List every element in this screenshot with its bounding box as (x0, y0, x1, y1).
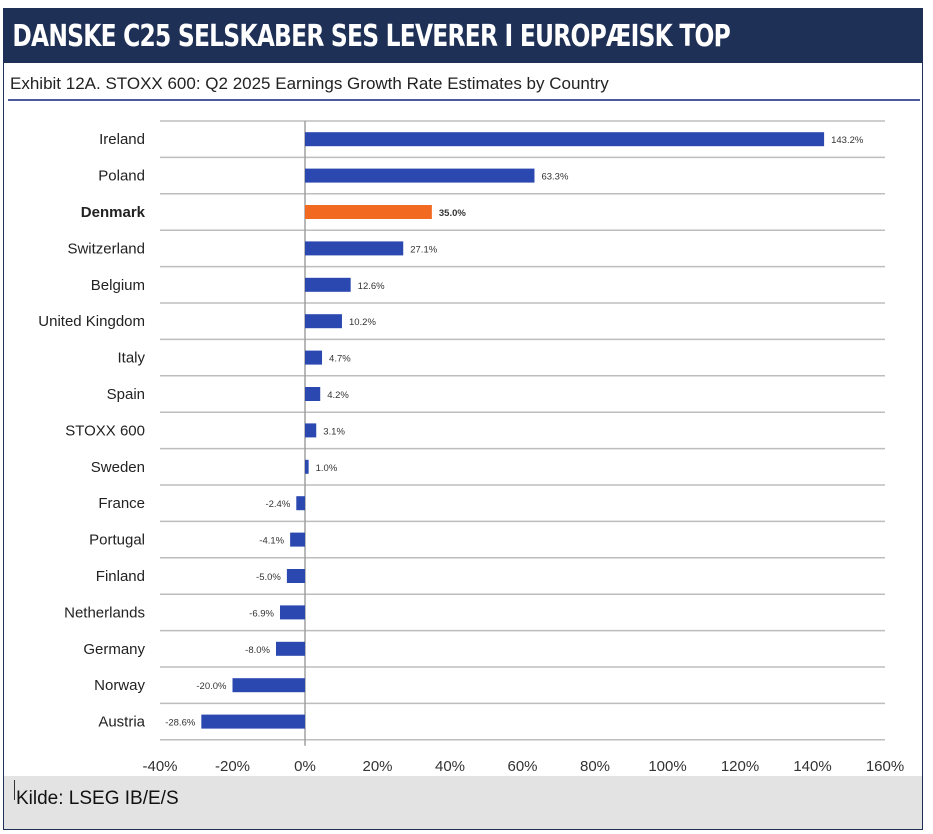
data-label: 10.2% (349, 317, 376, 328)
data-label: 63.3% (541, 172, 568, 183)
bar (305, 314, 342, 329)
bar (201, 714, 305, 729)
category-label: Spain (107, 386, 145, 403)
x-tick-label: 100% (648, 758, 686, 775)
x-tick-label: 60% (507, 758, 537, 775)
bar (305, 168, 535, 183)
chart-title: Exhibit 12A. STOXX 600: Q2 2025 Earnings… (10, 74, 609, 93)
bar (279, 605, 305, 620)
data-label: 1.0% (316, 463, 338, 474)
category-label: Ireland (99, 131, 145, 148)
category-label: United Kingdom (38, 313, 145, 330)
category-label: STOXX 600 (65, 422, 145, 439)
category-label: Finland (96, 568, 145, 585)
bar (290, 532, 305, 547)
footer: Kilde: LSEG IB/E/S (4, 776, 922, 829)
bar (232, 678, 305, 693)
data-label: -5.0% (256, 572, 281, 583)
data-label: -8.0% (245, 645, 270, 656)
title-underline (8, 99, 920, 101)
bar (305, 423, 317, 438)
category-label: Denmark (81, 204, 146, 221)
data-label: -28.6% (165, 718, 196, 729)
bar (276, 641, 305, 656)
bar (305, 132, 825, 147)
x-tick-label: -20% (215, 758, 250, 775)
data-label: 4.7% (329, 354, 351, 365)
page-title: DANSKE C25 SELSKABER SES LEVERER I EUROP… (12, 19, 730, 54)
category-label: Germany (83, 641, 145, 658)
category-label: Netherlands (64, 604, 145, 621)
data-label: -20.0% (196, 681, 227, 692)
data-label: 3.1% (323, 426, 345, 437)
x-tick-label: 40% (435, 758, 465, 775)
data-label: 4.2% (327, 390, 349, 401)
header-banner: DANSKE C25 SELSKABER SES LEVERER I EUROP… (3, 8, 923, 63)
category-label: Italy (117, 350, 145, 367)
bar (305, 459, 309, 474)
data-label: -4.1% (259, 536, 284, 547)
data-label: -6.9% (249, 608, 274, 619)
category-label: Poland (98, 168, 145, 185)
bar (305, 387, 321, 401)
x-tick-label: 140% (793, 758, 831, 775)
category-label: Sweden (91, 459, 145, 476)
bar (286, 569, 305, 583)
bar (305, 205, 432, 219)
category-label: France (98, 495, 145, 512)
bar (305, 241, 404, 256)
x-tick-label: 0% (294, 758, 316, 775)
category-label: Belgium (91, 277, 145, 294)
bar (296, 496, 305, 511)
x-tick-label: 160% (866, 758, 904, 775)
data-label: 143.2% (831, 135, 864, 146)
data-label: 27.1% (410, 244, 437, 255)
x-tick-label: 120% (721, 758, 759, 775)
category-label: Norway (94, 677, 145, 694)
category-label: Switzerland (67, 240, 145, 257)
x-tick-label: 20% (362, 758, 392, 775)
category-label: Austria (98, 714, 145, 731)
source-text: Kilde: LSEG IB/E/S (16, 788, 179, 809)
data-label: 35.0% (439, 208, 466, 219)
text-cursor (14, 780, 15, 800)
data-label: 12.6% (358, 281, 385, 292)
x-tick-label: -40% (142, 758, 177, 775)
bar (305, 350, 323, 365)
bar (305, 277, 351, 292)
x-tick-label: 80% (580, 758, 610, 775)
frame (3, 8, 923, 830)
category-label: Portugal (89, 532, 145, 549)
data-label: -2.4% (265, 499, 290, 510)
